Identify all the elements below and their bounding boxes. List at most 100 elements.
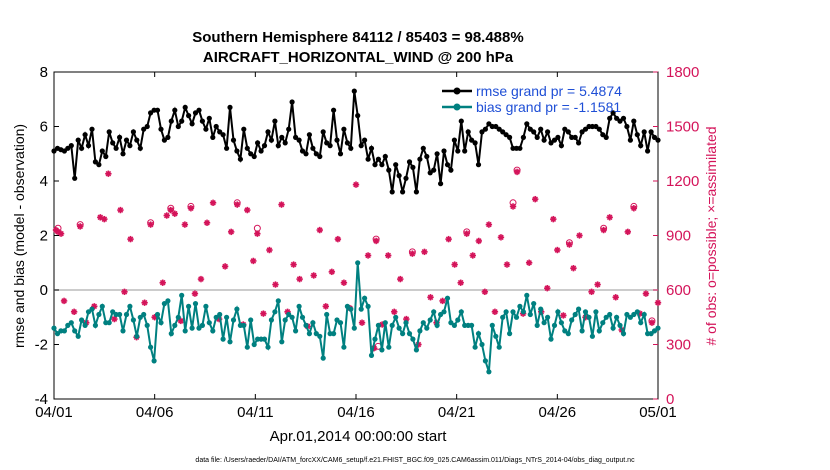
rmse-point [306,132,312,138]
obs-assimilated-marker [322,303,329,310]
rmse-point [227,104,233,110]
rmse-point [161,137,167,143]
bias-point [296,303,302,309]
obs-assimilated-marker [654,299,662,306]
bias-point [68,320,74,326]
obs-assimilated-marker [509,203,517,210]
obs-assimilated-marker [497,234,505,241]
rmse-point [141,126,147,132]
rmse-point [548,140,554,146]
rmse-point [372,162,378,168]
obs-assimilated-marker [76,223,84,230]
bias-point [279,339,285,345]
rmse-point [368,145,375,151]
bias-point [210,328,216,334]
bias-point [527,311,533,318]
rmse-point [351,88,357,94]
rmse-point [275,143,281,149]
obs-assimilated-marker [278,201,285,208]
bias-point [317,333,323,339]
rmse-point [393,162,399,168]
bias-point [130,317,136,323]
rmse-point [154,107,161,113]
obs-assimilated-marker [463,230,470,237]
obs-assimilated-marker [163,212,170,219]
rmse-point [576,140,582,146]
obs-assimilated-marker [234,201,241,208]
rmse-point [106,129,112,135]
bias-point [158,320,164,326]
rmse-point [496,126,502,132]
bias-point [386,344,392,350]
x-axis-label: Apr.01,2014 00:00:00 start [270,428,448,445]
bias-point [244,344,250,350]
rmse-point [358,143,364,149]
bias-point [469,322,475,328]
rmse-point [224,145,230,151]
chart-title-line1: Southern Hemisphere 84112 / 85403 = 98.4… [192,29,523,46]
bias-point [272,309,278,315]
rmse-point [258,148,264,154]
bias-point [534,322,540,328]
rmse-point [562,126,568,132]
rmse-point [582,126,589,132]
x-axis: 04/01 04/06 04/11 04/16 04/21 04/26 05/01 [35,72,677,421]
bias-point [265,344,271,350]
obs-assimilated-marker [334,235,342,243]
obs-assimilated-marker [531,195,539,203]
bias-point [486,369,492,375]
bias-point [582,309,589,315]
rmse-point [310,145,316,151]
bias-point [406,331,413,337]
rmse-point [220,132,226,138]
legend-bias-marker [453,103,461,111]
obs-assimilated-marker [191,290,199,297]
rmse-point [317,153,323,160]
bias-point [310,320,316,326]
obs-assimilated-marker [451,261,458,268]
x-tick-label: 04/11 [237,404,273,421]
bias-point [489,322,495,328]
obs-assimilated-marker [445,235,452,243]
rmse-point [331,107,337,113]
bias-point [479,341,485,348]
rmse-point [182,104,188,110]
rmse-point [620,115,627,121]
bias-point [99,303,105,309]
bias-point [120,328,126,334]
bias-point [51,325,57,331]
bias-point [313,331,319,337]
obs-assimilated-marker [250,257,257,265]
obs-assimilated-marker [570,265,577,272]
rmse-point [96,162,102,168]
right-y-tick-label: 600 [666,282,691,299]
bias-point [179,292,185,298]
obs-assimilated-marker [227,228,235,236]
obs-assimilated-marker [111,315,118,323]
obs-assimilated-marker [630,205,638,212]
bias-point [444,295,451,301]
obs-assimilated-marker [181,221,189,228]
bias-point [607,311,613,318]
rmse-point [186,113,192,119]
rmse-point [192,110,199,116]
bias-point [82,322,88,328]
bias-point [203,303,209,309]
left-y-tick-label: -2 [35,337,48,354]
rmse-point [424,153,430,160]
x-tick-label: 04/01 [35,404,73,421]
bias-point [275,298,281,304]
bias-point [65,322,71,328]
rmse-point [465,129,471,135]
bias-point [375,322,381,328]
bias-point [596,328,602,334]
rmse-point [279,134,285,140]
rmse-point [103,153,109,160]
rmse-point [241,126,247,132]
obs-assimilated-marker [244,206,251,214]
obs-assimilated-marker [642,290,650,297]
obs-assimilated-marker [296,275,303,283]
rmse-point [648,129,654,135]
rmse-point [293,134,299,140]
obs-assimilated-marker [481,288,489,296]
